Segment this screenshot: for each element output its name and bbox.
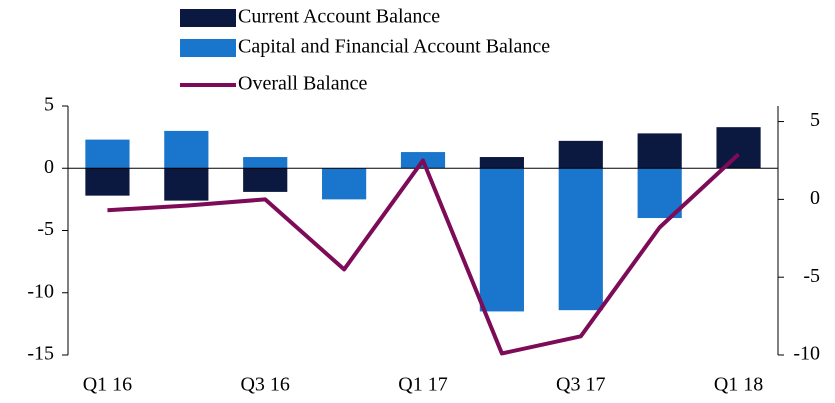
bar	[164, 168, 209, 201]
bar	[716, 127, 761, 169]
legend-swatch	[180, 39, 236, 57]
bar	[637, 133, 682, 169]
legend-swatch	[180, 9, 236, 27]
bar	[479, 157, 524, 169]
y-tick-label: -5	[37, 218, 54, 240]
x-tick-label: Q1 18	[714, 374, 763, 396]
y2-tick-label: -5	[803, 265, 820, 287]
bar	[164, 130, 209, 169]
bar	[85, 168, 130, 196]
y-tick-label: -15	[27, 343, 54, 365]
legend-label: Overall Balance	[238, 73, 367, 95]
bar	[85, 139, 130, 169]
bar	[322, 168, 367, 200]
bar	[479, 168, 524, 312]
y-tick-label: 0	[44, 156, 54, 178]
x-tick-label: Q1 17	[398, 374, 447, 396]
bar	[243, 168, 288, 192]
legend-label: Capital and Financial Account Balance	[238, 36, 550, 58]
bar	[637, 168, 682, 219]
bar	[558, 168, 603, 311]
x-tick-label: Q1 16	[83, 374, 132, 396]
y2-tick-label: -10	[793, 343, 820, 365]
y-tick-label: 5	[44, 94, 54, 116]
bar	[243, 157, 288, 169]
y-tick-label: -10	[27, 280, 54, 302]
x-tick-label: Q3 16	[240, 374, 289, 396]
y2-tick-label: 5	[810, 109, 820, 131]
x-tick-label: Q3 17	[556, 374, 605, 396]
legend-label: Current Account Balance	[238, 6, 440, 28]
y2-tick-label: 0	[810, 187, 820, 209]
bar	[558, 140, 603, 169]
line	[107, 152, 740, 356]
